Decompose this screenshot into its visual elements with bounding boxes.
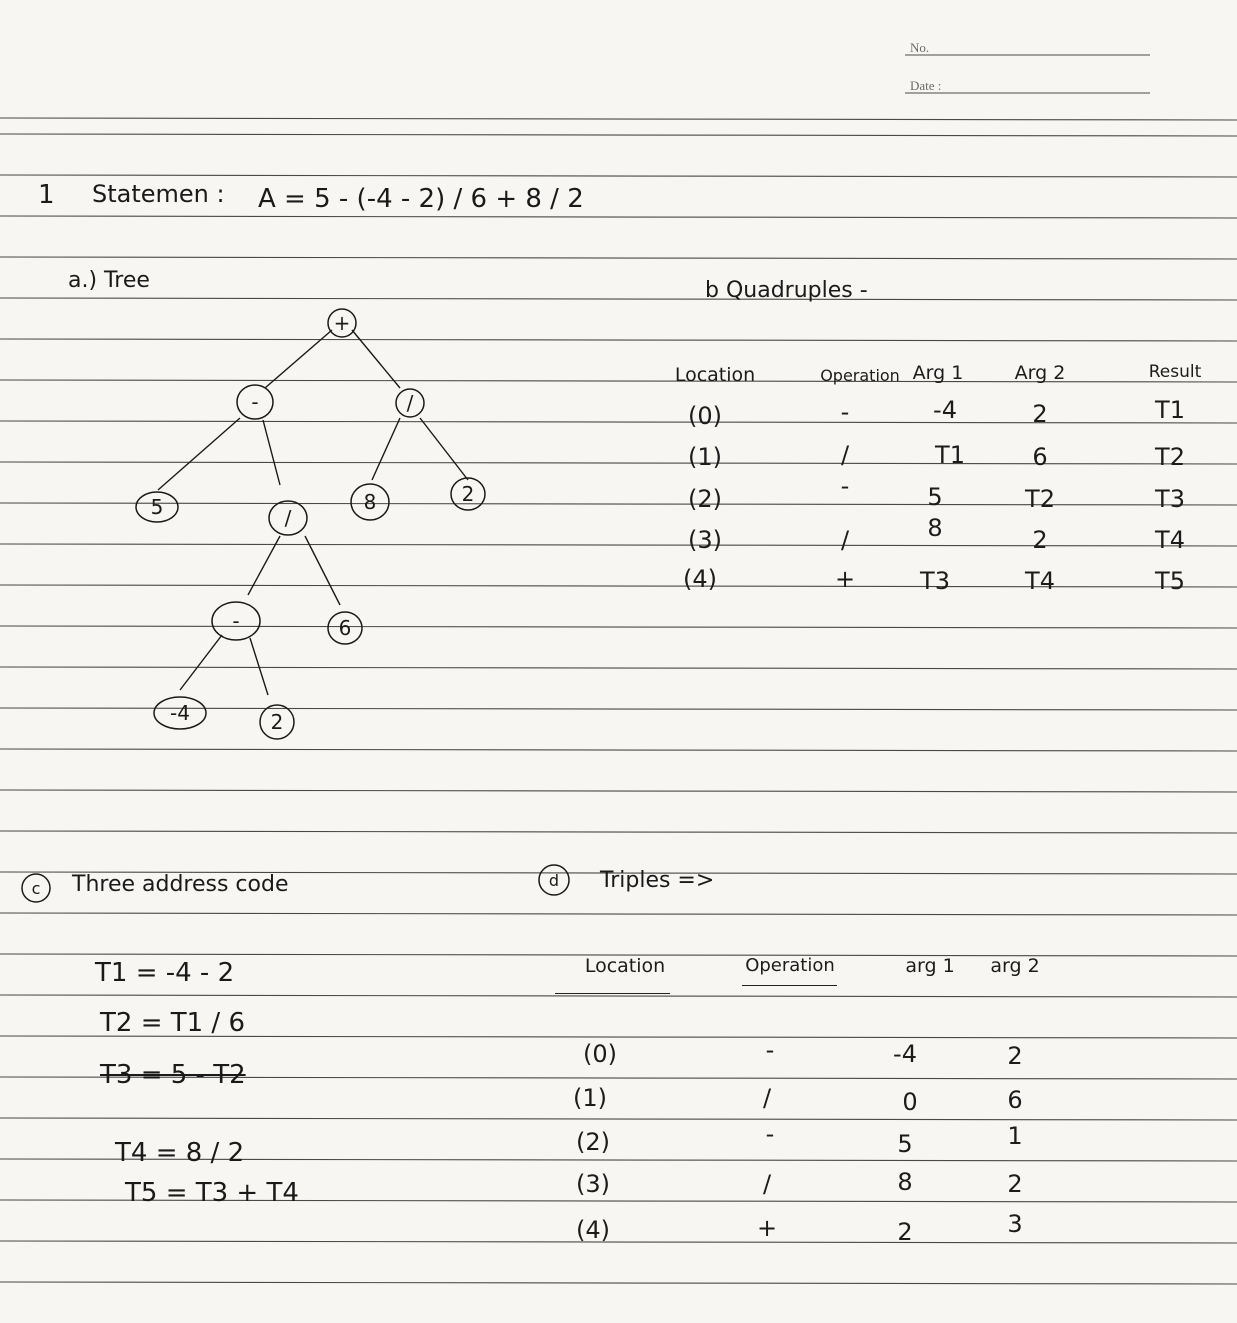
quad-cell: T4 xyxy=(1025,567,1055,595)
triple-cell: 3 xyxy=(1007,1210,1023,1238)
triple-cell: - xyxy=(765,1036,775,1064)
tree-node-circle xyxy=(395,388,425,418)
tree-node-divide-2: / xyxy=(285,506,292,530)
quad-cell: T2 xyxy=(1025,485,1055,513)
tree-node-circle xyxy=(211,601,261,641)
section-a-label: a.) Tree xyxy=(68,268,150,293)
quad-cell: T1 xyxy=(935,441,965,469)
triple-cell: (2) xyxy=(576,1128,610,1156)
triple-cell: 8 xyxy=(897,1168,913,1196)
quad-cell: / xyxy=(840,441,850,469)
quad-cell: 2 xyxy=(1032,400,1048,428)
quad-col-result: Result xyxy=(1148,362,1202,382)
tac-line-1: T1 = -4 - 2 xyxy=(95,958,235,988)
triple-cell: (0) xyxy=(583,1040,617,1068)
quad-cell: T3 xyxy=(920,567,950,595)
expression-tree: + - / 5 / 8 2 - 6 -4 2 xyxy=(135,308,486,740)
quad-cell: 5 xyxy=(927,483,943,511)
triple-cell: / xyxy=(762,1170,772,1198)
section-d-circle-icon: d xyxy=(538,864,570,896)
quad-cell: (1) xyxy=(688,443,722,471)
triple-cell: + xyxy=(756,1214,778,1242)
tree-node-circle xyxy=(259,704,295,740)
quad-cell: 6 xyxy=(1032,443,1048,471)
triple-cell: 0 xyxy=(902,1088,918,1116)
tree-node-divide: / xyxy=(407,391,414,415)
triple-col-location: Location xyxy=(584,955,666,977)
triple-col-arg2: arg 2 xyxy=(990,955,1040,977)
triple-cell: 2 xyxy=(1007,1042,1023,1070)
quad-cell: - xyxy=(840,398,850,426)
quad-cell: (3) xyxy=(688,526,722,554)
tac-line-5: T5 = T3 + T4 xyxy=(125,1178,299,1208)
tree-node-2: 2 xyxy=(462,482,475,506)
quad-col-arg2: Arg 2 xyxy=(1014,362,1066,384)
quad-cell: + xyxy=(834,565,856,593)
quad-cell: T5 xyxy=(1155,567,1185,595)
tree-node-circle xyxy=(327,611,363,645)
quad-cell: T1 xyxy=(1155,396,1185,424)
tree-node-circle xyxy=(327,308,357,338)
triple-cell: 1 xyxy=(1007,1122,1023,1150)
tree-node-circle xyxy=(236,384,274,420)
tree-node-minus: - xyxy=(251,390,258,414)
quad-cell: - xyxy=(840,472,850,500)
quad-col-location: Location xyxy=(674,364,756,386)
quad-cell: -4 xyxy=(933,396,957,424)
tree-node-neg4: -4 xyxy=(170,701,190,725)
section-b-label: b Quadruples - xyxy=(705,278,868,303)
section-c-circle-icon: c xyxy=(21,873,51,903)
tree-node-2b: 2 xyxy=(271,710,284,734)
triple-cell: - xyxy=(765,1120,775,1148)
triple-col-arg1: arg 1 xyxy=(905,955,955,977)
tree-node-5: 5 xyxy=(151,495,164,519)
statement-label: Statemen : xyxy=(92,180,225,208)
triple-cell: -4 xyxy=(893,1040,917,1068)
svg-text:d: d xyxy=(549,871,559,890)
quad-cell: T2 xyxy=(1155,443,1185,471)
quad-col-operation: Operation xyxy=(820,366,900,385)
tree-node-circle xyxy=(135,491,179,523)
triple-cell: (1) xyxy=(573,1084,607,1112)
triple-cell: (4) xyxy=(576,1216,610,1244)
quad-cell: (2) xyxy=(688,485,722,513)
quad-col-arg1: Arg 1 xyxy=(912,362,964,384)
tree-node-circle xyxy=(153,696,207,730)
statement-expression: A = 5 - (-4 - 2) / 6 + 8 / 2 xyxy=(258,184,584,214)
quad-cell: 2 xyxy=(1032,526,1048,554)
triple-cell: (3) xyxy=(576,1170,610,1198)
section-c-label: Three address code xyxy=(72,872,289,897)
tree-node-6: 6 xyxy=(339,616,352,640)
tac-line-2: T2 = T1 / 6 xyxy=(100,1008,245,1038)
quad-cell: (4) xyxy=(683,565,717,593)
triple-header-underline xyxy=(555,993,670,994)
tree-node-8: 8 xyxy=(364,490,377,514)
tree-node-minus-2: - xyxy=(232,609,239,633)
tree-node-circle xyxy=(268,500,308,536)
triple-cell: 6 xyxy=(1007,1086,1023,1114)
date-label: Date : xyxy=(910,78,942,93)
tree-node-circle xyxy=(350,483,390,521)
triple-cell: / xyxy=(762,1084,772,1112)
quad-cell: 8 xyxy=(927,514,943,542)
tree-node-circle xyxy=(450,477,486,511)
section-d-label: Triples => xyxy=(600,868,715,893)
quad-cell: / xyxy=(840,526,850,554)
tree-node-root: + xyxy=(334,311,351,335)
triple-col-operation: Operation xyxy=(745,955,835,976)
no-label: No. xyxy=(910,40,930,55)
triple-header-underline xyxy=(742,985,837,986)
tac-line-4: T4 = 8 / 2 xyxy=(115,1138,245,1168)
quad-cell: T4 xyxy=(1155,526,1185,554)
triple-cell: 2 xyxy=(897,1218,913,1246)
triple-cell: 5 xyxy=(897,1130,913,1158)
triple-cell: 2 xyxy=(1007,1170,1023,1198)
quad-cell: T3 xyxy=(1155,485,1185,513)
question-number: 1 xyxy=(38,180,55,210)
svg-text:c: c xyxy=(32,879,41,898)
quad-cell: (0) xyxy=(688,402,722,430)
tac-line-3: T3 = 5 - T2 xyxy=(100,1060,246,1090)
